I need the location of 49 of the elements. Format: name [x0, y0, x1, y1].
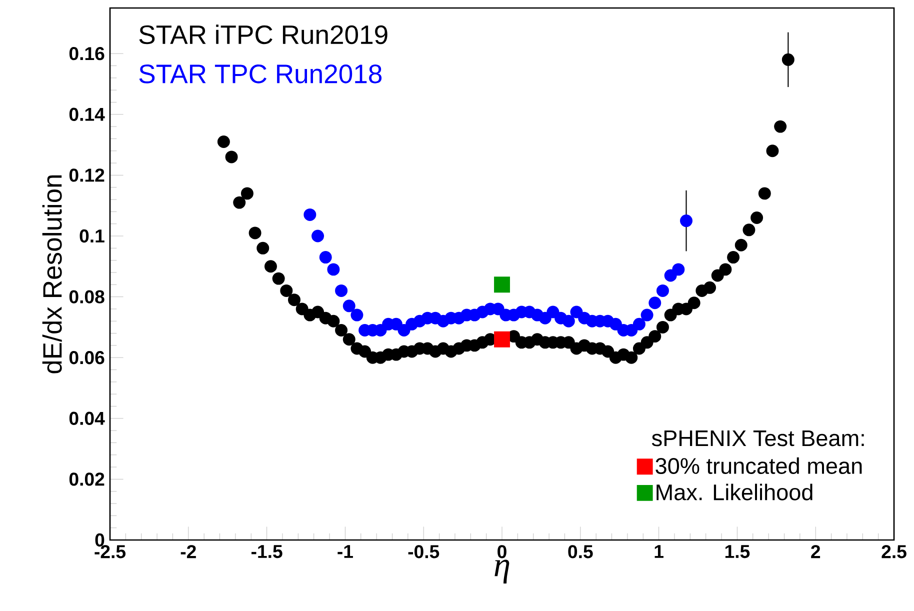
x-axis-title: η	[494, 560, 510, 584]
point	[664, 269, 677, 282]
point	[656, 284, 669, 297]
point	[304, 208, 316, 221]
point	[680, 214, 692, 228]
point	[562, 314, 575, 328]
x-tick-label: -1.5	[252, 545, 282, 558]
y-axis-title: dE/dx Resolution	[42, 175, 62, 374]
y-tick-label: 0.06	[69, 351, 104, 364]
point	[398, 324, 410, 336]
x-tick-label: 0	[498, 545, 506, 558]
point	[672, 263, 685, 276]
y-tick-label: 0.04	[69, 412, 105, 425]
x-tick-label: 1	[654, 545, 664, 558]
x-tick-label: 1.5	[725, 545, 750, 558]
x-tick-label: -1	[338, 545, 353, 558]
point	[350, 308, 364, 322]
legend-title: sPHENIX Test Beam:	[652, 430, 864, 446]
point	[648, 296, 662, 310]
point	[546, 306, 560, 318]
point	[538, 312, 552, 324]
legend-label: 30% truncated mean	[656, 457, 862, 474]
point	[570, 306, 583, 318]
point	[335, 284, 348, 297]
y-tick-label: 0.08	[69, 290, 104, 304]
point	[494, 276, 510, 293]
x-tick-label: 2	[811, 545, 820, 558]
y-tick-label: 0.02	[69, 472, 104, 486]
point	[494, 331, 510, 348]
x-tick-label: -2.5	[94, 545, 126, 558]
y-tick-label: 0.14	[69, 108, 105, 121]
x-tick-label: -2	[180, 545, 196, 558]
point	[319, 251, 332, 264]
y-tick-label: 0.16	[69, 46, 104, 60]
point	[342, 300, 356, 312]
x-tick-label: -0.5	[408, 545, 440, 558]
point	[632, 318, 646, 330]
text: STAR TPC Run2018	[139, 64, 382, 84]
legend-label: Max. Likelihood	[656, 484, 812, 500]
point	[312, 230, 324, 242]
y-tick-label: 0	[95, 533, 104, 547]
y-tick-label: 0.1	[80, 229, 104, 243]
y-tick-label: 0.12	[69, 168, 104, 182]
point	[327, 263, 340, 276]
x-tick-label: 0.5	[568, 545, 593, 558]
point	[640, 308, 654, 322]
x-tick-label: 2.5	[882, 545, 906, 558]
text: STAR iTPC Run2019	[139, 24, 388, 44]
point	[609, 318, 622, 330]
